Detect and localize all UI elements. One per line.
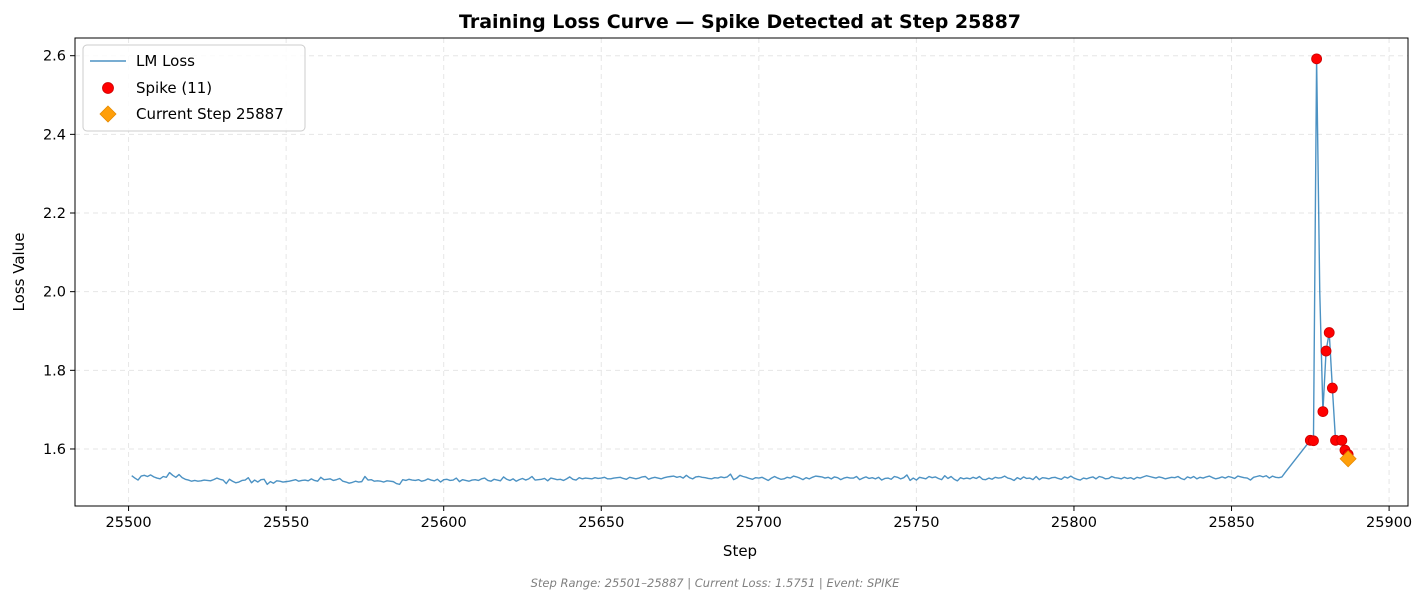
footer-note: Step Range: 25501–25887 | Current Loss: … [531, 576, 900, 590]
x-axis-label: Step [723, 542, 757, 560]
grid [75, 38, 1408, 506]
legend-label-current-step: Current Step 25887 [136, 105, 284, 123]
y-tick-label: 1.8 [43, 363, 66, 379]
y-tick-label: 2.0 [43, 285, 66, 301]
legend-spike-marker [102, 82, 114, 94]
chart-title: Training Loss Curve — Spike Detected at … [459, 11, 1021, 33]
plot-frame [74, 37, 1409, 507]
x-tick-label: 25600 [421, 515, 467, 531]
current-step-marker [1339, 450, 1357, 468]
legend-label-lm-loss: LM Loss [136, 52, 195, 70]
legend: LM Loss Spike (11) Current Step 25887 [82, 44, 306, 132]
y-tick-label: 2.4 [43, 127, 66, 143]
x-tick-label: 25500 [106, 515, 152, 531]
x-tick-label: 25850 [1208, 515, 1254, 531]
x-tick-label: 25900 [1366, 515, 1412, 531]
lm-loss-line [131, 58, 1349, 486]
spike-marker [1320, 345, 1332, 357]
spike-marker [1323, 327, 1335, 338]
x-tick-label: 25550 [263, 515, 309, 531]
axes-ticks: 25500 25550 25600 25650 25700 25750 25800 25850… [43, 49, 1412, 531]
spike-marker [1336, 434, 1348, 446]
spike-marker [1311, 53, 1323, 65]
legend-current-marker [99, 105, 117, 123]
y-tick-label: 1.6 [43, 442, 66, 458]
x-tick-label: 25750 [893, 515, 939, 531]
plot-area [131, 53, 1357, 486]
x-tick-label: 25800 [1051, 515, 1097, 531]
x-tick-label: 25650 [578, 515, 624, 531]
y-axis-label: Loss Value [10, 233, 28, 312]
y-tick-label: 2.2 [43, 206, 66, 222]
y-tick-label: 2.6 [43, 49, 66, 65]
x-tick-label: 25700 [736, 515, 782, 531]
spike-marker [1308, 435, 1319, 447]
spike-marker [1326, 382, 1338, 394]
spike-marker [1317, 406, 1329, 418]
legend-box [82, 44, 306, 132]
legend-label-spike: Spike (11) [136, 79, 212, 97]
